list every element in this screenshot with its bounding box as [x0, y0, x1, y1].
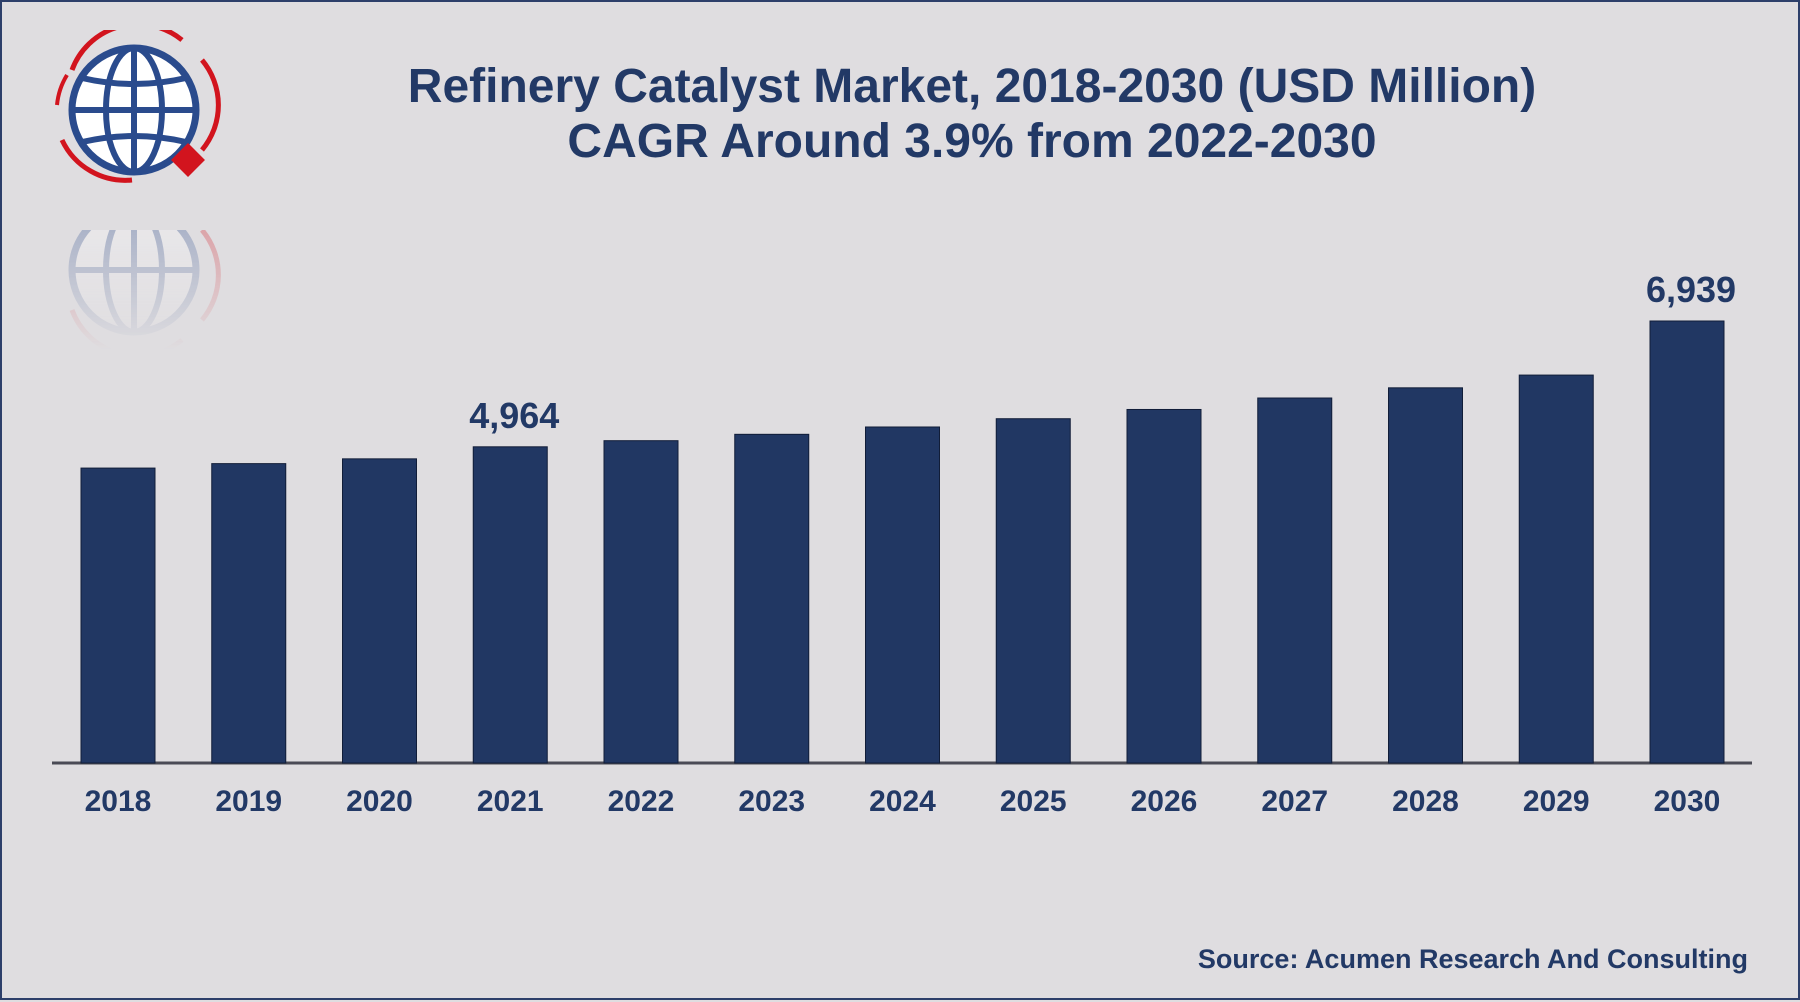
bar-2027	[1257, 397, 1333, 764]
bar-2022	[603, 440, 679, 764]
x-tick-label-2027: 2027	[1261, 785, 1328, 818]
bar-2023	[734, 433, 810, 764]
x-tick-label-2019: 2019	[215, 785, 282, 818]
x-tick-label-2018: 2018	[85, 785, 152, 818]
globe-logo-icon	[55, 30, 221, 183]
data-label-2030: 6,939	[1646, 269, 1736, 310]
data-label-2021: 4,964	[469, 395, 559, 436]
source-note: Source: Acumen Research And Consulting	[1197, 944, 1748, 974]
x-tick-label-2020: 2020	[346, 785, 413, 818]
bar-2030	[1649, 320, 1725, 764]
x-tick-label-2022: 2022	[608, 785, 675, 818]
x-tick-label-2023: 2023	[738, 785, 805, 818]
x-tick-label-2026: 2026	[1131, 785, 1198, 818]
bar-2026	[1126, 408, 1202, 764]
x-tick-label-2024: 2024	[869, 785, 936, 818]
x-tick-label-2030: 2030	[1654, 785, 1721, 818]
bar-2024	[865, 426, 940, 764]
x-tick-label-2025: 2025	[1000, 785, 1067, 818]
x-tick-label-2028: 2028	[1392, 785, 1459, 818]
globe-logo-reflection-icon	[68, 230, 221, 350]
x-tick-label-2029: 2029	[1523, 785, 1590, 818]
bar-2021	[472, 446, 548, 764]
x-tick-label-2021: 2021	[477, 785, 544, 818]
bar-2018	[80, 467, 156, 764]
chart-title: Refinery Catalyst Market, 2018-2030 (USD…	[407, 60, 1537, 113]
bar-2029	[1518, 374, 1594, 764]
bar-2028	[1388, 387, 1463, 764]
chart-subtitle: CAGR Around 3.9% from 2022-2030	[567, 115, 1377, 168]
bar-2020	[342, 458, 417, 764]
bar-2019	[211, 463, 287, 764]
bar-2025	[995, 418, 1071, 764]
